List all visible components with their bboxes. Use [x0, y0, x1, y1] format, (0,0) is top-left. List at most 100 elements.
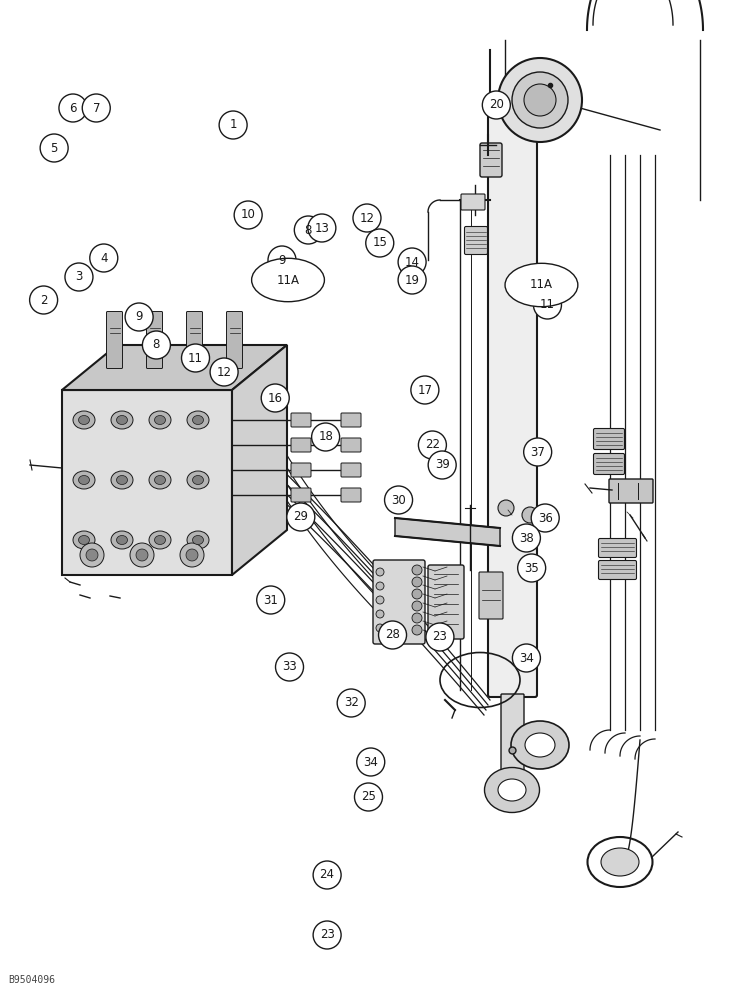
FancyBboxPatch shape [428, 565, 464, 639]
Polygon shape [62, 390, 232, 575]
Circle shape [426, 623, 454, 651]
FancyBboxPatch shape [373, 560, 425, 644]
Text: 28: 28 [385, 629, 400, 642]
Ellipse shape [154, 536, 165, 544]
Ellipse shape [78, 416, 89, 424]
Text: 5: 5 [50, 141, 58, 154]
Circle shape [234, 201, 262, 229]
FancyBboxPatch shape [291, 438, 311, 452]
Circle shape [522, 507, 538, 523]
Text: 29: 29 [293, 510, 308, 524]
Text: 15: 15 [372, 236, 387, 249]
Circle shape [353, 204, 381, 232]
Text: 10: 10 [241, 209, 256, 222]
Ellipse shape [505, 263, 578, 307]
Circle shape [376, 610, 384, 618]
Ellipse shape [117, 476, 128, 485]
Circle shape [482, 91, 511, 119]
FancyBboxPatch shape [465, 227, 487, 254]
FancyBboxPatch shape [186, 312, 202, 368]
Text: 33: 33 [282, 660, 297, 674]
Circle shape [412, 565, 422, 575]
Text: 14: 14 [405, 255, 420, 268]
FancyBboxPatch shape [599, 560, 636, 580]
Ellipse shape [73, 531, 95, 549]
Circle shape [275, 653, 304, 681]
Text: 34: 34 [363, 756, 378, 768]
Circle shape [287, 503, 315, 531]
FancyBboxPatch shape [291, 488, 311, 502]
Ellipse shape [149, 531, 171, 549]
Text: 9: 9 [278, 253, 286, 266]
Text: 25: 25 [361, 790, 376, 804]
Circle shape [533, 291, 562, 319]
FancyBboxPatch shape [341, 438, 361, 452]
Circle shape [86, 549, 98, 561]
Ellipse shape [187, 531, 209, 549]
FancyBboxPatch shape [599, 538, 636, 558]
Circle shape [412, 589, 422, 599]
Circle shape [40, 134, 68, 162]
Text: 3: 3 [75, 270, 83, 284]
Circle shape [376, 596, 384, 604]
Ellipse shape [78, 536, 89, 544]
Text: 38: 38 [519, 532, 534, 544]
Ellipse shape [117, 536, 128, 544]
Text: B9504096: B9504096 [8, 975, 55, 985]
Text: 24: 24 [320, 868, 335, 882]
Text: 12: 12 [217, 365, 232, 378]
Circle shape [398, 248, 426, 276]
Circle shape [186, 549, 198, 561]
FancyBboxPatch shape [501, 694, 524, 781]
Circle shape [261, 384, 290, 412]
Text: 8: 8 [305, 224, 312, 236]
FancyBboxPatch shape [291, 413, 311, 427]
Ellipse shape [149, 411, 171, 429]
Circle shape [210, 358, 238, 386]
Ellipse shape [187, 471, 209, 489]
Text: 11A: 11A [277, 273, 299, 286]
Circle shape [512, 524, 541, 552]
Ellipse shape [78, 476, 89, 485]
Circle shape [142, 331, 171, 359]
Circle shape [524, 84, 556, 116]
FancyBboxPatch shape [480, 143, 502, 177]
Circle shape [376, 624, 384, 632]
Text: 23: 23 [432, 631, 447, 644]
Text: 7: 7 [92, 102, 100, 114]
Circle shape [89, 244, 118, 272]
Polygon shape [62, 345, 287, 390]
Circle shape [384, 486, 413, 514]
Circle shape [136, 549, 148, 561]
Circle shape [378, 621, 407, 649]
FancyBboxPatch shape [593, 454, 624, 475]
Ellipse shape [498, 779, 526, 801]
Text: 12: 12 [359, 212, 374, 225]
Ellipse shape [117, 416, 128, 424]
Circle shape [376, 582, 384, 590]
Ellipse shape [149, 471, 171, 489]
Circle shape [428, 451, 456, 479]
Circle shape [337, 689, 365, 717]
Text: 39: 39 [435, 458, 450, 472]
Ellipse shape [154, 476, 165, 485]
Ellipse shape [193, 416, 204, 424]
Text: 1: 1 [229, 118, 237, 131]
Circle shape [412, 613, 422, 623]
Circle shape [412, 625, 422, 635]
Circle shape [398, 266, 426, 294]
Circle shape [354, 783, 383, 811]
Circle shape [256, 586, 285, 614]
FancyBboxPatch shape [593, 428, 624, 450]
Polygon shape [395, 518, 500, 546]
Ellipse shape [601, 848, 639, 876]
Circle shape [365, 229, 394, 257]
FancyBboxPatch shape [609, 479, 653, 503]
Polygon shape [232, 345, 287, 575]
Ellipse shape [73, 411, 95, 429]
Ellipse shape [111, 471, 133, 489]
Circle shape [130, 543, 154, 567]
FancyBboxPatch shape [107, 312, 123, 368]
Circle shape [313, 861, 341, 889]
Circle shape [268, 246, 296, 274]
